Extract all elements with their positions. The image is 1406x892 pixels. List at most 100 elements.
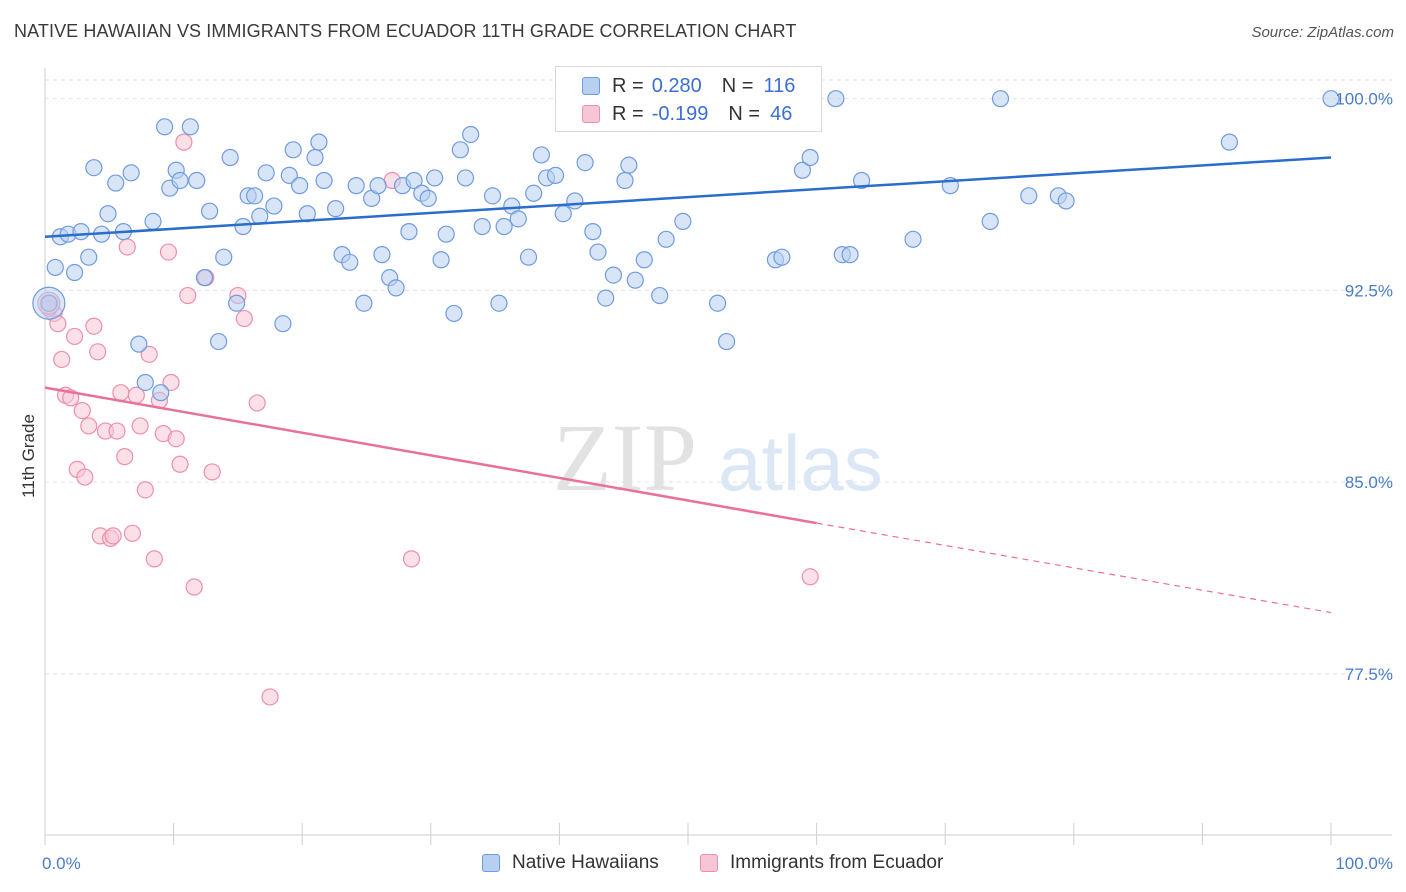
hawaiian-point <box>228 294 246 312</box>
ecuador-point <box>179 286 197 305</box>
hawaiian-point <box>674 212 692 230</box>
hawaiian-point <box>827 90 845 108</box>
hawaiian-point <box>1057 192 1075 210</box>
legend-swatch-blue <box>482 854 500 872</box>
hawaiian-point <box>554 205 572 223</box>
watermark-zip: ZIP <box>553 404 697 511</box>
x-tick-label-max: 100.0% <box>1335 854 1393 873</box>
stats-legend: R = 0.280 N = 116 R = -0.199 N = 46 <box>555 66 822 132</box>
hawaiian-point <box>532 146 550 164</box>
legend-swatch-blue <box>582 77 600 95</box>
legend-item-label: Native Hawaiians <box>512 852 659 873</box>
y-tick-label: 100.0% <box>1335 90 1393 109</box>
hawaiian-point <box>246 187 264 205</box>
ecuador-point <box>112 384 130 402</box>
hawaiian-point <box>215 248 233 266</box>
hawaiian-point <box>419 189 437 207</box>
series-legend: Native Hawaiians Immigrants from Ecuador <box>0 852 1406 878</box>
ecuador-point <box>145 550 163 568</box>
hawaiian-point <box>1020 187 1038 205</box>
tick-labels: 77.5% 85.0% 92.5% 100.0% 0.0% 100.0% <box>42 90 1393 873</box>
hawaiian-point <box>341 253 359 271</box>
hawaiian-point <box>171 171 189 190</box>
hawaiian-point <box>280 166 298 184</box>
legend-swatch-pink <box>700 854 718 872</box>
ecuador-point <box>801 568 819 586</box>
hawaiian-point <box>708 294 727 312</box>
hawaiian-point <box>432 251 450 269</box>
x-tick-label-min: 0.0% <box>42 854 81 873</box>
ecuador-point <box>123 524 142 542</box>
chart-title: NATIVE HAWAIIAN VS IMMIGRANTS FROM ECUAD… <box>14 21 797 41</box>
hawaiian-point <box>576 153 594 172</box>
ecuador-point <box>108 422 126 440</box>
hawaiian-point <box>251 207 269 225</box>
hawaiian-point <box>405 171 423 190</box>
legend-n-label: N = <box>728 102 761 125</box>
legend-n-label: N = <box>721 74 754 97</box>
hawaiian-point <box>369 177 387 195</box>
hawaiian-point <box>310 133 328 151</box>
legend-r-value: -0.199 <box>651 102 709 125</box>
legend-item-ecuador[interactable]: Immigrants from Ecuador <box>700 852 943 874</box>
hawaiian-point <box>509 210 527 228</box>
hawaiian-point <box>793 161 812 179</box>
ecuador-trend-line <box>44 386 817 525</box>
hawaiian-point <box>387 279 405 297</box>
hawaiian-point <box>589 243 607 261</box>
ecuador-point <box>80 417 98 435</box>
hawaiian-point <box>657 230 675 248</box>
hawaiian-point <box>234 217 252 236</box>
legend-item-label: Immigrants from Ecuador <box>730 852 944 873</box>
hawaiian-point <box>155 118 174 136</box>
hawaiian-point <box>291 177 309 195</box>
hawaiian-point <box>546 166 565 184</box>
hawaiian-point <box>626 271 644 289</box>
legend-r-label: R = <box>612 74 644 97</box>
hawaiian-point <box>152 384 170 402</box>
hawaiian-point <box>195 269 214 287</box>
axes <box>44 68 1392 845</box>
hawaiian-point <box>981 212 999 230</box>
ecuador-point <box>53 350 71 369</box>
ecuador-point <box>159 243 178 261</box>
series-hawaiian-points <box>32 90 1340 402</box>
ecuador-point <box>402 550 421 568</box>
ecuador-point <box>171 455 189 473</box>
ecuador-point <box>167 430 185 448</box>
hawaiian-point <box>635 251 653 269</box>
ecuador-point <box>118 238 136 256</box>
hawaiian-point <box>519 248 538 266</box>
ecuador-point <box>136 481 154 499</box>
ecuador-point <box>203 463 221 481</box>
legend-r-label: R = <box>612 102 644 125</box>
hawaiian-point <box>201 202 219 220</box>
hawaiian-point <box>597 289 615 307</box>
legend-r-value: 0.280 <box>651 74 702 97</box>
hawaiian-point <box>473 217 491 236</box>
hawaiian-point <box>136 373 154 392</box>
ecuador-point <box>162 373 180 392</box>
hawaiian-point <box>620 156 638 174</box>
hawaiian-point <box>347 177 365 195</box>
ecuador-point <box>76 468 94 486</box>
hawaiian-point <box>1322 90 1340 108</box>
y-tick-label: 92.5% <box>1345 281 1393 300</box>
ecuador-point <box>175 133 193 151</box>
legend-item-hawaiians[interactable]: Native Hawaiians <box>482 852 659 874</box>
hawaiian-point <box>257 164 275 182</box>
hawaiian-point <box>99 205 117 223</box>
hawaiian-point <box>373 246 391 264</box>
ecuador-point <box>104 527 122 545</box>
hawaiian-point <box>456 169 475 187</box>
hawaiian-point <box>566 192 584 210</box>
hawaiian-point <box>284 141 302 159</box>
hawaiian-point <box>188 171 206 190</box>
hawaiian-point <box>437 225 455 243</box>
hawaiian-point <box>400 223 418 241</box>
hawaiian-trend-line <box>44 156 1332 238</box>
hawaiian-point <box>801 148 819 167</box>
ecuador-point <box>140 345 158 363</box>
hawaiian-point <box>107 174 125 192</box>
